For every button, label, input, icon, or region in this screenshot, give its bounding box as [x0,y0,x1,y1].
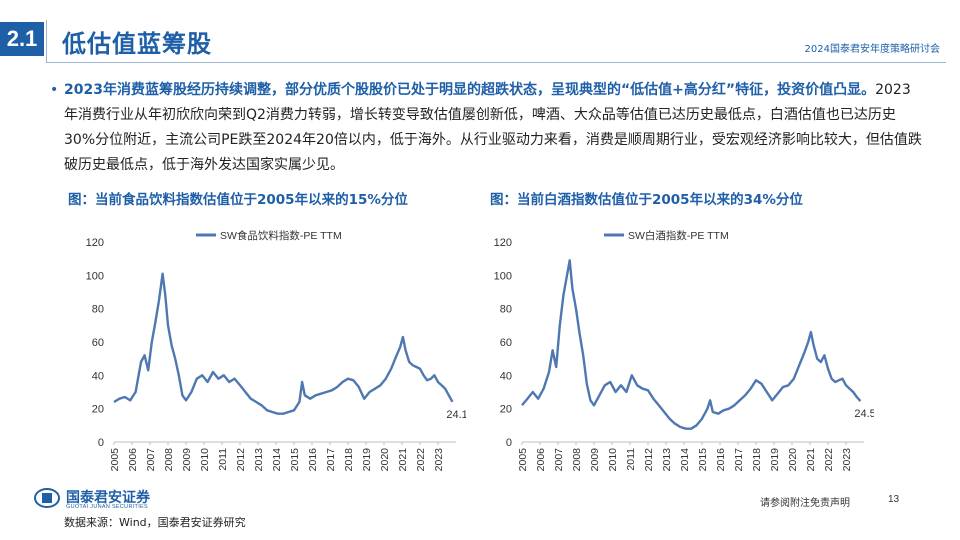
logo-mark-icon [34,488,60,508]
x-tick-label: 2021 [397,448,409,472]
chart-food-beverage-pe: SW食品饮料指数-PE TTM 0 20 40 60 80 100 120 2005 2006 20… [66,224,466,472]
x-tick-label: 2022 [823,448,835,472]
x-tick-label: 2010 [607,448,619,472]
logo-text-en: GUOTAI JUNAN SECURITIES [66,504,148,510]
x-tick-label: 2007 [145,448,157,472]
x-tick-label: 2012 [235,448,247,472]
x-tick-label: 2016 [715,448,727,472]
x-tick-label: 2019 [769,448,781,472]
x-tick-label: 2016 [307,448,319,472]
y-tick-label: 0 [98,437,104,449]
x-tick-label: 2023 [433,448,445,472]
bullet-bold-text: 2023年消费蓝筹股经历持续调整，部分优质个股股价已处于明显的超跌状态，呈现典型… [64,82,876,98]
y-tick-label: 20 [500,404,512,416]
chart-liquor-svg: SW白酒指数-PE TTM 0 20 40 60 80 100 120 2005 2006 2007… [494,229,874,472]
last-value-label: 24.13 [446,409,466,421]
x-tick-label: 2021 [805,448,817,472]
x-tick-label: 2013 [661,448,673,472]
bullet-dot-icon: • [50,82,59,98]
y-tick-label: 120 [494,237,512,249]
x-tick-label: 2018 [751,448,763,472]
x-tick-label: 2009 [589,448,601,472]
x-tick-label: 2015 [289,448,301,472]
x-tick-label: 2015 [697,448,709,472]
y-tick-label: 40 [92,370,104,382]
x-tick-label: 2006 [127,448,139,472]
last-value-label: 24.57 [854,408,874,420]
x-tick-label: 2008 [163,448,175,472]
header-divider-vertical [46,20,47,62]
y-tick-label: 120 [86,237,104,249]
x-tick-label: 2018 [343,448,355,472]
x-tick-label: 2008 [571,448,583,472]
y-tick-label: 80 [500,304,512,316]
x-tick-label: 2010 [199,448,211,472]
legend-label: SW食品饮料指数-PE TTM [220,229,342,242]
x-tick-label: 2006 [535,448,547,472]
x-tick-label: 2014 [271,448,283,472]
x-tick-label: 2023 [841,448,853,472]
y-tick-label: 0 [506,437,512,449]
y-tick-label: 20 [92,404,104,416]
company-logo: 国泰君安证券 GUOTAI JUNAN SECURITIES [34,486,204,512]
y-tick-label: 100 [86,270,104,282]
x-tick-label: 2017 [325,448,337,472]
x-tick-label: 2022 [415,448,427,472]
chart-food-beverage-svg: SW食品饮料指数-PE TTM 0 20 40 60 80 100 120 2005 2006 20… [86,229,466,472]
legend-label: SW白酒指数-PE TTM [628,229,729,242]
page-title: 低估值蓝筹股 [62,30,212,58]
chart-legend: SW食品饮料指数-PE TTM [196,229,342,242]
x-tick-label: 2020 [787,448,799,472]
y-tick-label: 60 [92,337,104,349]
logo-text-cn: 国泰君安证券 [66,490,150,506]
data-source: 数据来源：Wind，国泰君安证券研究 [64,516,246,529]
y-tick-label: 60 [500,337,512,349]
x-tick-label: 2007 [553,448,565,472]
caption-right: 图：当前白酒指数估值位于2005年以来的34%分位 [490,192,803,208]
x-tick-label: 2013 [253,448,265,472]
y-tick-label: 80 [92,304,104,316]
section-number-badge: 2.1 [0,22,44,56]
page-number: 13 [888,494,900,505]
chart-liquor-pe: SW白酒指数-PE TTM 0 20 40 60 80 100 120 2005 2006 2007… [474,224,874,472]
bullet-paragraph: • 2023年消费蓝筹股经历持续调整，部分优质个股股价已处于明显的超跌状态，呈现… [50,78,924,178]
x-tick-label: 2017 [733,448,745,472]
bullet-body-text: 2023年消费行业从年初欣欣向荣到Q2消费力转弱，增长转变导致估值屡创新低，啤酒… [64,82,922,173]
header-divider [46,62,946,63]
series-line [113,272,454,415]
x-tick-label: 2012 [643,448,655,472]
x-tick-label: 2009 [181,448,193,472]
event-name: 2024国泰君安年度策略研讨会 [804,44,940,55]
slide-header: 2.1 低估值蓝筹股 2024国泰君安年度策略研讨会 [0,0,960,66]
x-tick-label: 2014 [679,448,691,472]
disclaimer-link[interactable]: 请参阅附注免责声明 [760,498,850,509]
y-tick-label: 40 [500,370,512,382]
x-tick-label: 2011 [217,448,229,471]
x-tick-label: 2005 [109,448,121,472]
chart-legend: SW白酒指数-PE TTM [604,229,729,242]
x-tick-label: 2011 [625,448,637,471]
y-tick-label: 100 [494,270,512,282]
series-line [521,259,862,430]
x-tick-label: 2005 [517,448,529,472]
x-tick-label: 2019 [361,448,373,472]
x-tick-label: 2020 [379,448,391,472]
caption-left: 图：当前食品饮料指数估值位于2005年以来的15%分位 [68,192,408,208]
